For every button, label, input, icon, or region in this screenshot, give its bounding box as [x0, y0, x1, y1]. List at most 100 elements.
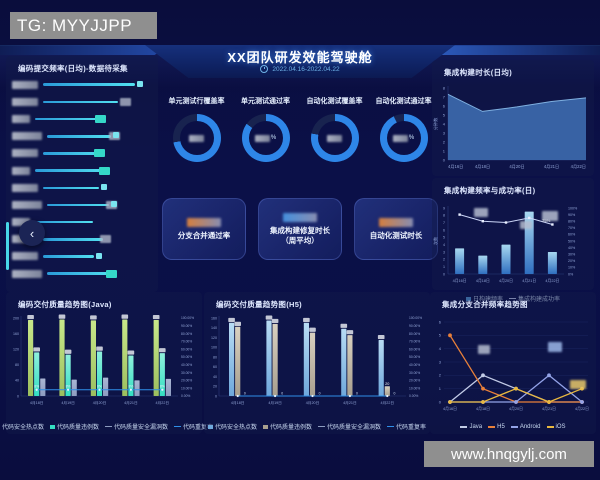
value-block — [99, 166, 111, 175]
panel-title: 集成构建时长(日均) — [444, 68, 512, 77]
svg-text:4月20日: 4月20日 — [509, 406, 523, 411]
svg-text:0: 0 — [393, 392, 395, 396]
legend-label: H5 — [497, 424, 505, 430]
value-block — [94, 149, 106, 158]
quality-chart-svg: 0 40 80 120 160 200 0.00% 10.00% 20.00% 30.00% 40.… — [13, 314, 194, 405]
scrollbar[interactable] — [6, 222, 9, 270]
svg-text:8: 8 — [443, 85, 446, 90]
svg-text:次数: 次数 — [432, 237, 438, 245]
svg-text:80.00%: 80.00% — [409, 332, 420, 336]
legend-item: 集成构建成功率 — [509, 294, 560, 303]
svg-text:70%: 70% — [568, 226, 576, 230]
svg-text:4月21日: 4月21日 — [343, 400, 357, 405]
gauge-label: 自动化测试通过率 — [375, 98, 432, 105]
commit-bar-track — [47, 130, 150, 143]
line-swatch — [488, 426, 496, 428]
gauge-unit: % — [270, 135, 277, 141]
member-name-blurred — [12, 252, 38, 261]
gauge-ring: % — [379, 114, 428, 162]
date-range-text: 2022.04.16-2022.04.22 — [272, 65, 340, 73]
gauge: 单元测试通过率% — [231, 96, 300, 162]
commit-bar-track — [35, 164, 150, 177]
blurred-value — [283, 213, 317, 223]
svg-text:4月22日: 4月22日 — [156, 400, 170, 405]
commit-bar-track — [35, 112, 150, 125]
legend-item: 代码重复率 — [387, 422, 426, 431]
legend: 日构建频率 集成构建成功率 — [432, 294, 594, 303]
blurred-value — [254, 134, 270, 142]
rect-swatch — [465, 296, 471, 301]
svg-text:30.00%: 30.00% — [181, 371, 192, 375]
chevron-left-icon[interactable]: ‹ — [19, 220, 45, 246]
blurred-label — [548, 342, 562, 352]
gauge-value-blurred — [179, 121, 214, 155]
legend-label: 代码重复率 — [396, 425, 427, 431]
svg-text:1: 1 — [443, 265, 445, 269]
svg-text:0.00%: 0.00% — [409, 394, 418, 398]
legend-item: 代码质量安全漏洞数 — [105, 422, 168, 431]
svg-text:4月16日: 4月16日 — [443, 406, 457, 411]
commit-bar-list — [6, 76, 158, 282]
svg-text:4: 4 — [439, 346, 442, 351]
legend-item: Android — [510, 424, 541, 430]
legend-label: 代码质量违例数 — [56, 425, 99, 431]
commit-bar-track — [43, 147, 150, 160]
svg-text:4月22日: 4月22日 — [381, 400, 395, 405]
svg-text:80.00%: 80.00% — [181, 332, 192, 336]
svg-text:6: 6 — [443, 228, 445, 232]
legend-label: 代码安全热点数 — [214, 425, 257, 431]
line-swatch — [105, 425, 112, 428]
panel-stat-cards: 分支合并通过率 集成构建修复时长 （周平均） 自动化测试时长 — [162, 198, 438, 270]
legend-label: Java — [469, 424, 483, 430]
svg-text:0: 0 — [17, 394, 19, 398]
svg-text:140: 140 — [211, 326, 217, 330]
svg-text:40%: 40% — [568, 246, 576, 250]
svg-text:8%: 8% — [66, 385, 71, 389]
svg-text:70.00%: 70.00% — [409, 340, 420, 344]
svg-text:7: 7 — [443, 221, 445, 225]
svg-text:80%: 80% — [568, 220, 576, 224]
svg-text:200: 200 — [13, 316, 19, 320]
blurred-label — [570, 380, 586, 389]
commit-bar — [47, 203, 109, 207]
gauge: 自动化测试通过率% — [369, 96, 438, 162]
legend-label: 代码安全热点数 — [1, 425, 44, 431]
gauge-ring — [310, 114, 359, 162]
commit-bar — [43, 83, 136, 86]
svg-text:40.00%: 40.00% — [409, 363, 420, 367]
panel-build-freq-success: 集成构建频率与成功率(日) 0 1 2 3 4 5 6 7 8 9 0% 10% 20% 30% 40% 50… — [432, 178, 594, 303]
gauge-row: 单元测试行覆盖率 单元测试通过率% 自动化测试覆盖率 自动化测试通过率% — [162, 96, 438, 162]
bar-end-marker — [137, 80, 144, 87]
svg-text:4月22日: 4月22日 — [545, 278, 559, 283]
gauge-value-blurred: % — [386, 121, 421, 155]
commit-bar-track — [47, 267, 150, 280]
legend-label: 代码重复率 — [183, 425, 214, 431]
commit-bar — [47, 272, 113, 276]
line-swatch — [546, 426, 554, 428]
member-name-blurred — [12, 80, 38, 89]
svg-text:5: 5 — [443, 236, 445, 240]
svg-text:50%: 50% — [568, 239, 576, 243]
legend: 代码安全热点数 代码质量违例数 代码质量安全漏洞数 代码重复率 — [2, 422, 213, 431]
legend-item: 代码质量安全漏洞数 — [318, 422, 381, 431]
svg-text:60: 60 — [213, 365, 217, 369]
legend-label: 代码质量安全漏洞数 — [114, 425, 169, 431]
rect-swatch — [207, 424, 213, 429]
commit-row — [6, 93, 158, 110]
svg-text:20: 20 — [385, 382, 389, 386]
svg-text:4月16日: 4月16日 — [453, 278, 467, 283]
commit-row — [6, 265, 158, 282]
legend-item: 代码安全热点数 — [0, 422, 44, 431]
legend-item: 日构建频率 — [465, 294, 503, 303]
commit-bar-track — [35, 216, 150, 229]
panel-title: 编码交付质量趋势图(Java) — [18, 300, 112, 309]
svg-text:3: 3 — [439, 359, 442, 364]
legend-label: 代码质量安全漏洞数 — [327, 425, 382, 431]
blurred-label — [542, 211, 558, 221]
svg-text:120: 120 — [211, 336, 217, 340]
legend: 代码安全热点数 代码质量违例数 代码质量安全漏洞数 代码重复率 — [204, 422, 430, 431]
svg-text:50.00%: 50.00% — [181, 355, 192, 359]
panel-title: 编码提交频率(日均)-数据待采集 — [18, 64, 128, 73]
svg-text:0: 0 — [443, 157, 446, 162]
blurred-value — [189, 134, 204, 142]
